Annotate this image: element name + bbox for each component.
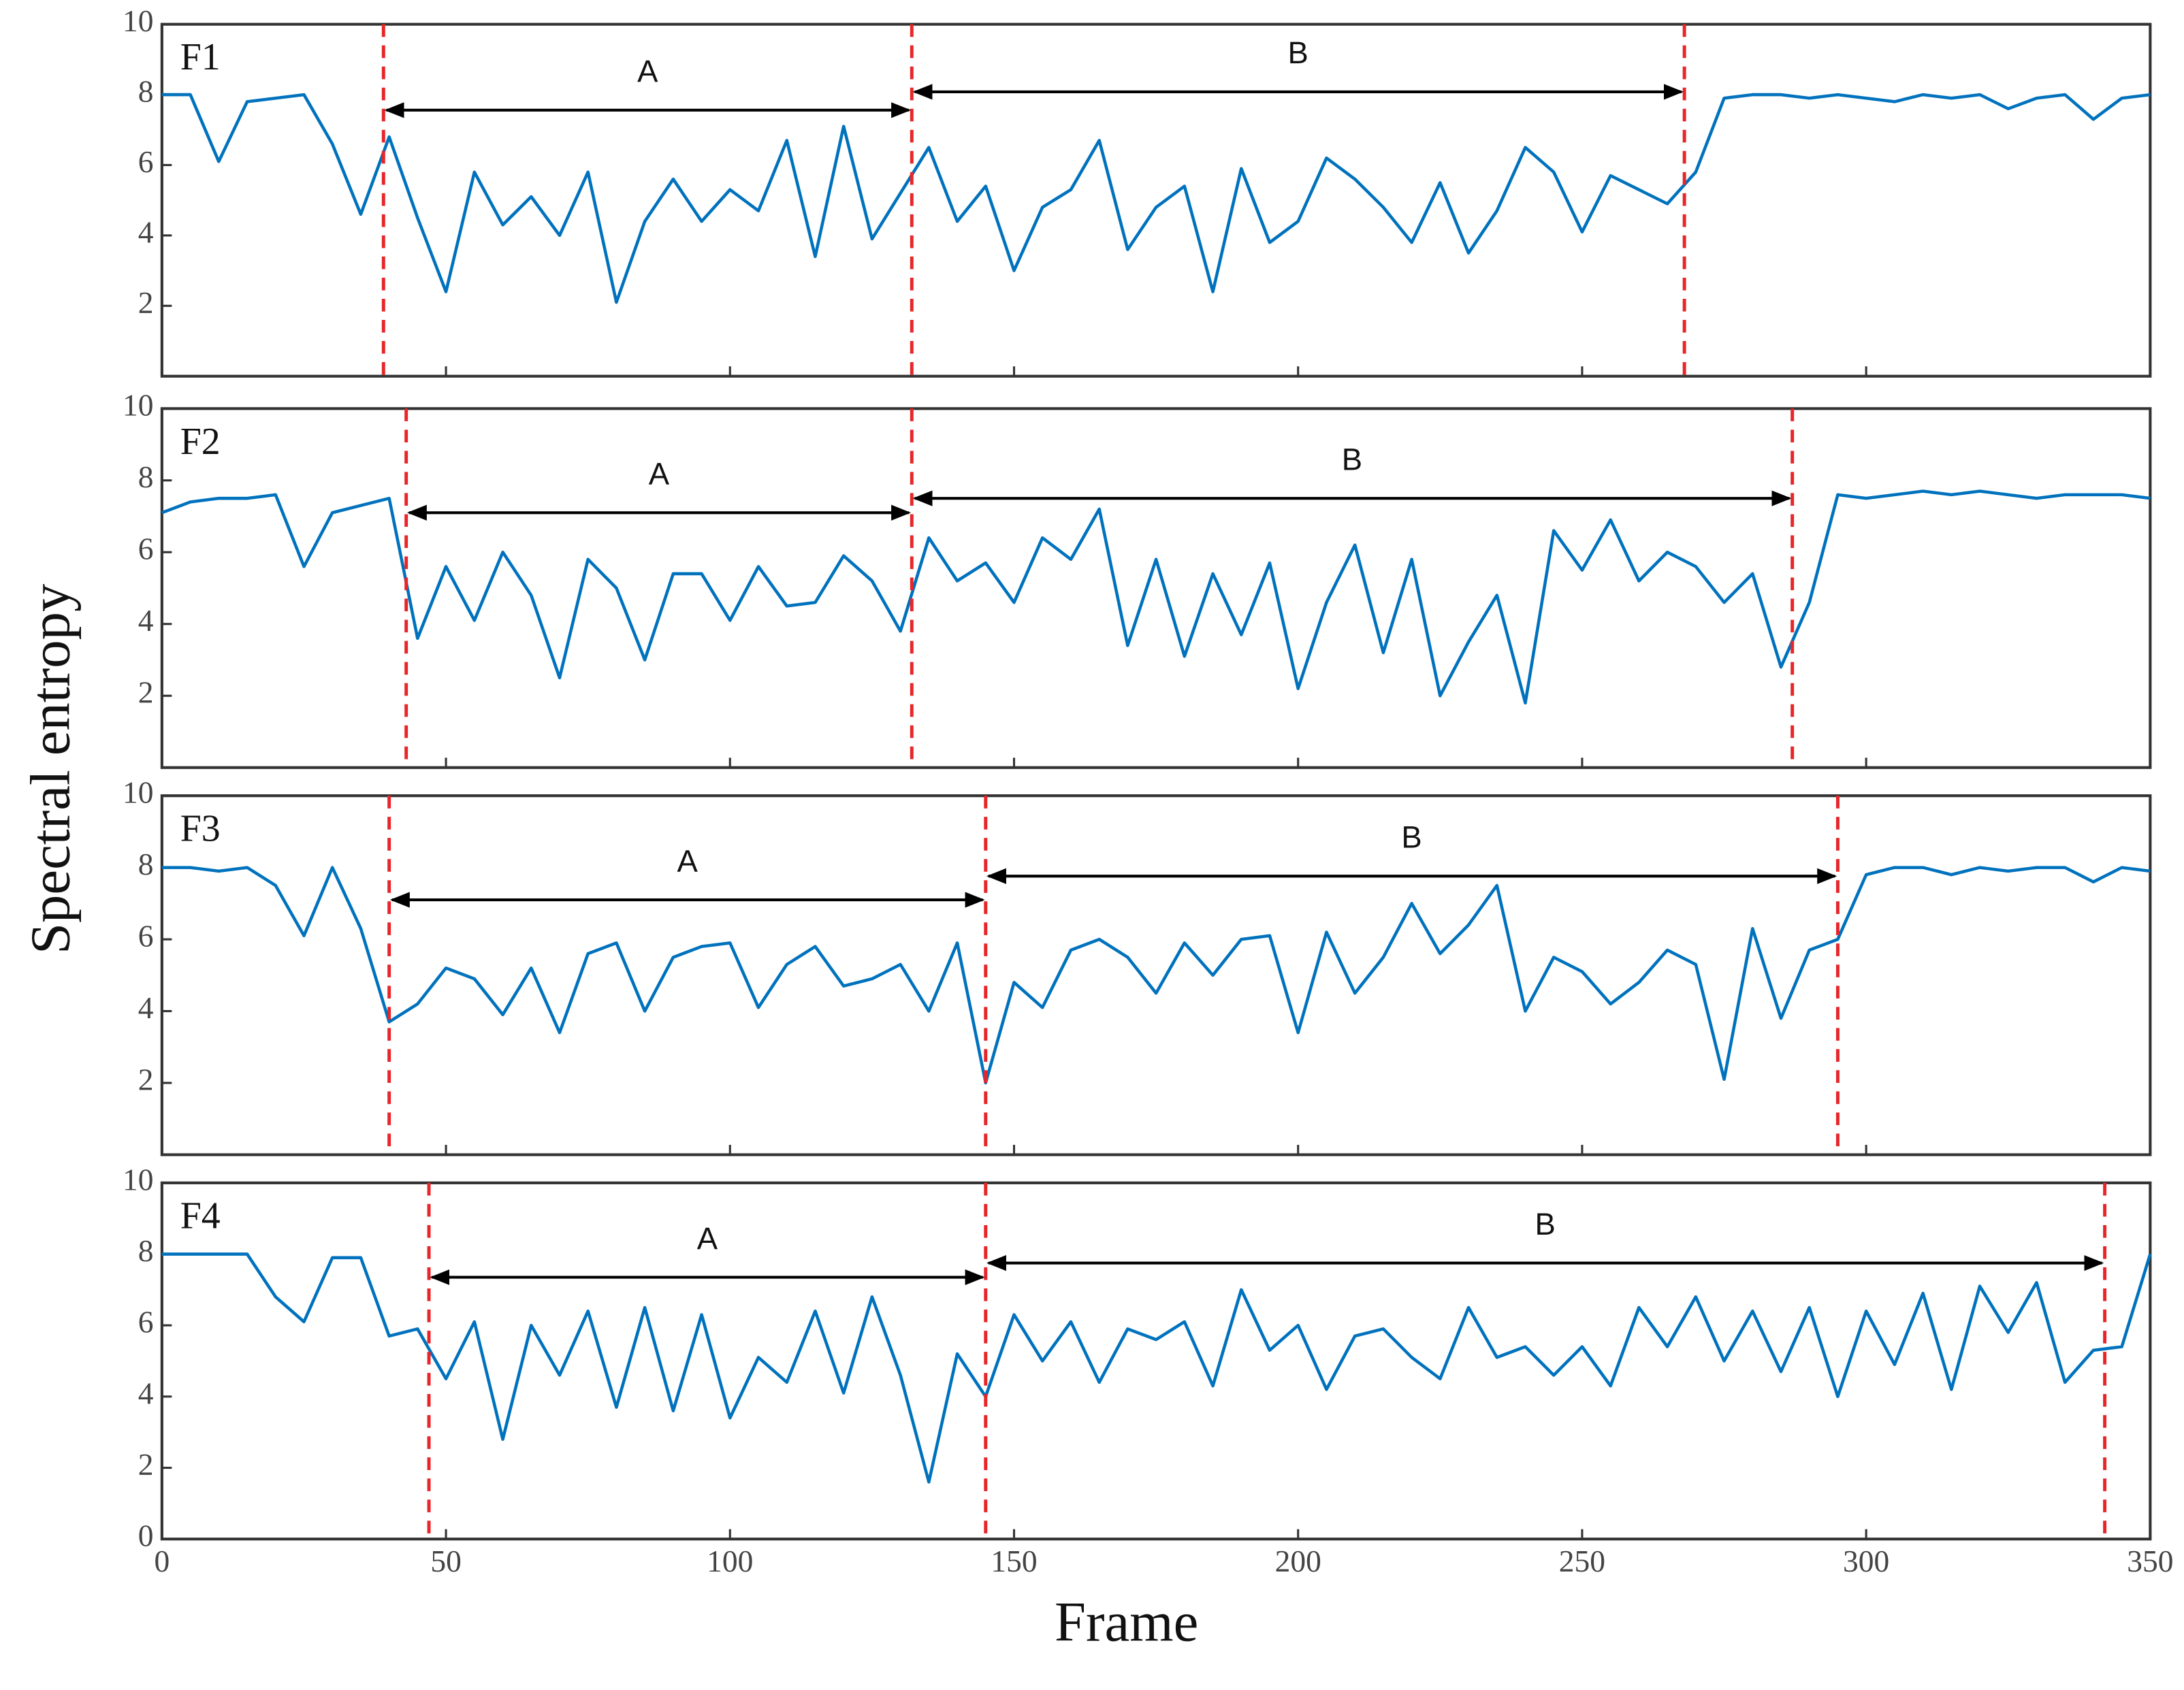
x-tick-label: 50 [430, 1544, 462, 1578]
panel-label: F3 [180, 808, 221, 850]
y-tick-label: 0 [138, 1518, 154, 1553]
y-tick-label: 6 [138, 1305, 154, 1339]
segment-label: A [649, 457, 670, 491]
x-tick-label: 150 [991, 1544, 1037, 1578]
data-line [161, 1252, 2152, 1484]
y-tick-label: 10 [123, 3, 154, 38]
panel-frame [160, 1181, 2152, 1541]
y-tick-label: 2 [138, 675, 154, 710]
y-tick-label: 4 [138, 214, 154, 249]
x-tick-label: 350 [2127, 1544, 2173, 1578]
panel-label: F2 [180, 421, 221, 463]
segment-label: B [1535, 1207, 1556, 1241]
y-tick-label: 8 [138, 74, 154, 109]
data-line [161, 489, 2151, 705]
y-tick-label: 8 [138, 459, 154, 494]
segment-label: B [1401, 819, 1422, 854]
y-tick-label: 2 [138, 285, 154, 320]
y-tick-label: 8 [138, 847, 154, 881]
y-tick-label: 6 [138, 919, 154, 954]
panel-frame [160, 22, 2152, 378]
x-tick-label: 100 [707, 1544, 753, 1578]
y-tick-label: 2 [138, 1062, 154, 1096]
x-axis-title: Frame [1055, 1590, 1198, 1653]
panel-frame [160, 407, 2152, 769]
x-tick-label: 300 [1843, 1544, 1889, 1578]
y-tick-label: 2 [138, 1447, 154, 1482]
segment-label: A [697, 1221, 718, 1256]
panel-label: F4 [180, 1195, 221, 1237]
y-axis-title: Spectral entropy [19, 583, 82, 954]
data-line [161, 93, 2151, 304]
data-line [161, 866, 2151, 1085]
y-tick-label: 6 [138, 144, 154, 179]
segment-label: A [677, 843, 698, 878]
panel-frame [160, 794, 2152, 1156]
segment-label: A [637, 54, 658, 88]
y-tick-label: 4 [138, 603, 154, 638]
x-tick-label: 200 [1275, 1544, 1321, 1578]
x-tick-label: 250 [1559, 1544, 1605, 1578]
y-tick-label: 4 [138, 990, 154, 1025]
segment-label: B [1288, 35, 1308, 70]
segment-label: B [1342, 442, 1362, 476]
panel-label: F1 [180, 36, 221, 78]
y-tick-label: 10 [123, 388, 154, 423]
x-tick-label: 0 [154, 1544, 170, 1578]
y-tick-label: 4 [138, 1376, 154, 1410]
y-tick-label: 6 [138, 532, 154, 566]
y-tick-label: 8 [138, 1233, 154, 1268]
y-tick-label: 10 [123, 1162, 154, 1197]
y-tick-label: 10 [123, 775, 154, 810]
